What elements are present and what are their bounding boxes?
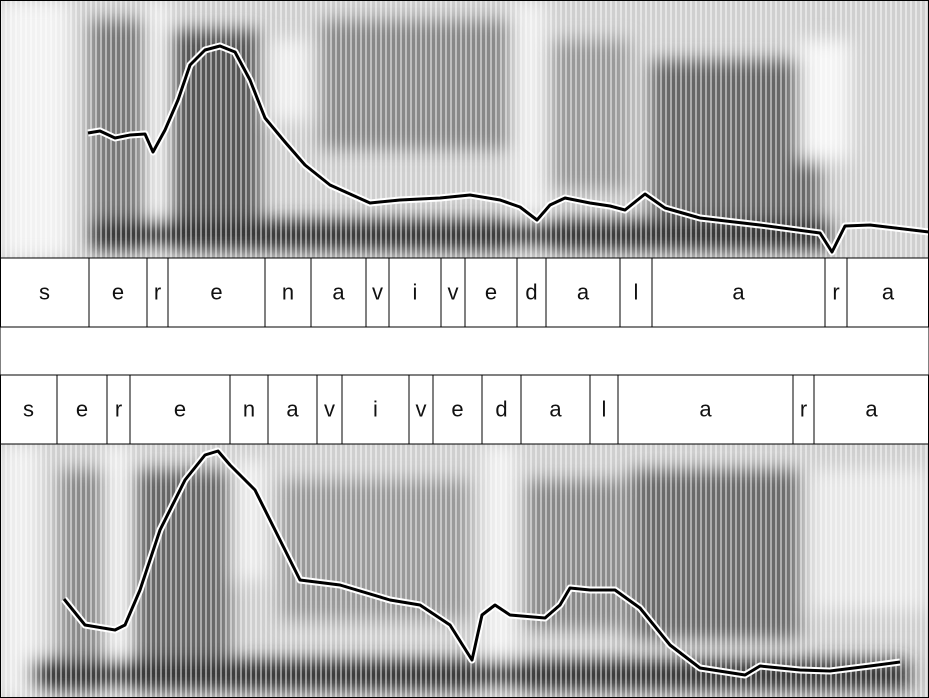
segment-label: r xyxy=(115,396,122,421)
segment-label: l xyxy=(634,279,639,304)
segment-label: e xyxy=(485,279,497,304)
segment-label: d xyxy=(525,279,537,304)
segment-label: r xyxy=(154,279,161,304)
segment-label: i xyxy=(413,279,418,304)
segment-label: a xyxy=(732,279,745,304)
segment-label: a xyxy=(577,279,590,304)
segment-label: s xyxy=(39,279,50,304)
tier-gap xyxy=(0,326,929,376)
segment-label: v xyxy=(324,396,335,421)
segment-label: r xyxy=(800,396,807,421)
segment-label: a xyxy=(865,396,878,421)
segment-label: s xyxy=(23,396,34,421)
segment-label: e xyxy=(210,279,222,304)
segment-label: a xyxy=(699,396,712,421)
segment-label: i xyxy=(373,396,378,421)
segment-label: a xyxy=(332,279,345,304)
segment-label: v xyxy=(448,279,459,304)
segment-label: e xyxy=(112,279,124,304)
segment-label: n xyxy=(243,396,255,421)
spectrogram-top xyxy=(0,0,929,258)
segment-label: e xyxy=(174,396,186,421)
segment-label: e xyxy=(451,396,463,421)
segment-label: a xyxy=(286,396,299,421)
tier-box xyxy=(0,374,929,445)
segment-label: a xyxy=(882,279,895,304)
segment-label: v xyxy=(372,279,383,304)
segment-label: v xyxy=(416,396,427,421)
segment-label: l xyxy=(602,396,607,421)
segment-label: n xyxy=(282,279,294,304)
segment-label: e xyxy=(76,396,88,421)
segment-label: r xyxy=(832,279,839,304)
spectrogram-bottom xyxy=(0,444,929,698)
segment-label: d xyxy=(495,396,507,421)
segment-label: a xyxy=(549,396,562,421)
